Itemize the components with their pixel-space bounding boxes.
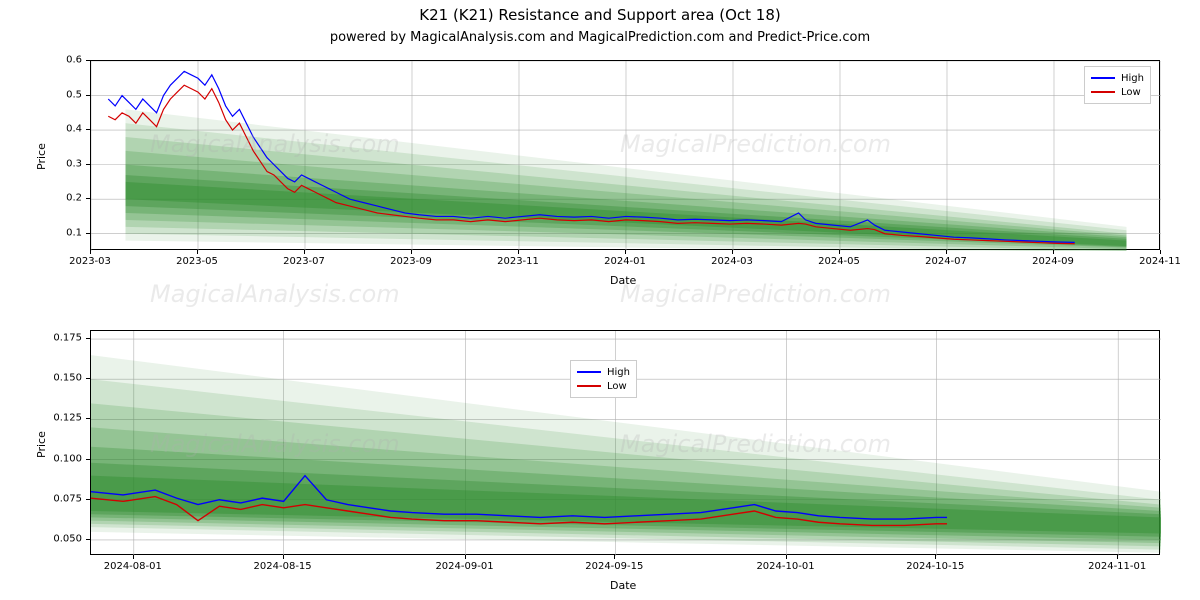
xtick-label: 2024-08-15 [254, 561, 312, 572]
xtick-label: 2023-03 [69, 256, 111, 267]
xtick-label: 2024-09-15 [585, 561, 643, 572]
top-chart-panel [90, 60, 1160, 250]
legend-swatch-high [1091, 77, 1115, 79]
top-chart-ylabel: Price [35, 143, 48, 170]
xtick-label: 2024-10-01 [756, 561, 814, 572]
figure: K21 (K21) Resistance and Support area (O… [0, 0, 1200, 600]
legend-item-high: High [1091, 71, 1144, 85]
legend: High Low [570, 360, 637, 398]
bottom-chart-ylabel: Price [35, 431, 48, 458]
xtick-label: 2024-05 [818, 256, 860, 267]
legend-item-low: Low [577, 379, 630, 393]
chart-title: K21 (K21) Resistance and Support area (O… [0, 6, 1200, 24]
chart-subtitle: powered by MagicalAnalysis.com and Magic… [0, 30, 1200, 45]
ytick-label: 0.6 [52, 55, 82, 66]
xtick-label: 2024-07 [925, 256, 967, 267]
xtick-label: 2024-09 [1032, 256, 1074, 267]
ytick-label: 0.150 [52, 373, 82, 384]
ytick-label: 0.1 [52, 227, 82, 238]
xtick-label: 2023-09 [390, 256, 432, 267]
ytick-label: 0.050 [52, 533, 82, 544]
legend-swatch-low [577, 385, 601, 387]
ytick-label: 0.100 [52, 453, 82, 464]
legend-label-high: High [607, 367, 630, 378]
xtick-label: 2024-09-01 [435, 561, 493, 572]
legend-item-high: High [577, 365, 630, 379]
legend-label-high: High [1121, 73, 1144, 84]
chart-svg [91, 61, 1161, 251]
ytick-label: 0.2 [52, 193, 82, 204]
xtick-label: 2023-11 [497, 256, 539, 267]
ytick-label: 0.5 [52, 89, 82, 100]
xtick-label: 2024-10-15 [906, 561, 964, 572]
top-chart-xlabel: Date [610, 274, 636, 287]
legend-item-low: Low [1091, 85, 1144, 99]
xtick-label: 2024-11-01 [1088, 561, 1146, 572]
xtick-label: 2024-08-01 [104, 561, 162, 572]
ytick-label: 0.4 [52, 124, 82, 135]
watermark: MagicalPrediction.com [620, 280, 891, 308]
ytick-label: 0.175 [52, 333, 82, 344]
ytick-label: 0.125 [52, 413, 82, 424]
legend-swatch-low [1091, 91, 1115, 93]
xtick-label: 2024-01 [604, 256, 646, 267]
bottom-chart-xlabel: Date [610, 579, 636, 592]
xtick-label: 2023-07 [283, 256, 325, 267]
xtick-label: 2024-03 [711, 256, 753, 267]
xtick-label: 2023-05 [176, 256, 218, 267]
legend-swatch-high [577, 371, 601, 373]
xtick-label: 2024-11 [1139, 256, 1181, 267]
ytick-label: 0.075 [52, 493, 82, 504]
watermark: MagicalAnalysis.com [150, 280, 400, 308]
legend-label-low: Low [1121, 87, 1141, 98]
ytick-label: 0.3 [52, 158, 82, 169]
legend: High Low [1084, 66, 1151, 104]
legend-label-low: Low [607, 381, 627, 392]
